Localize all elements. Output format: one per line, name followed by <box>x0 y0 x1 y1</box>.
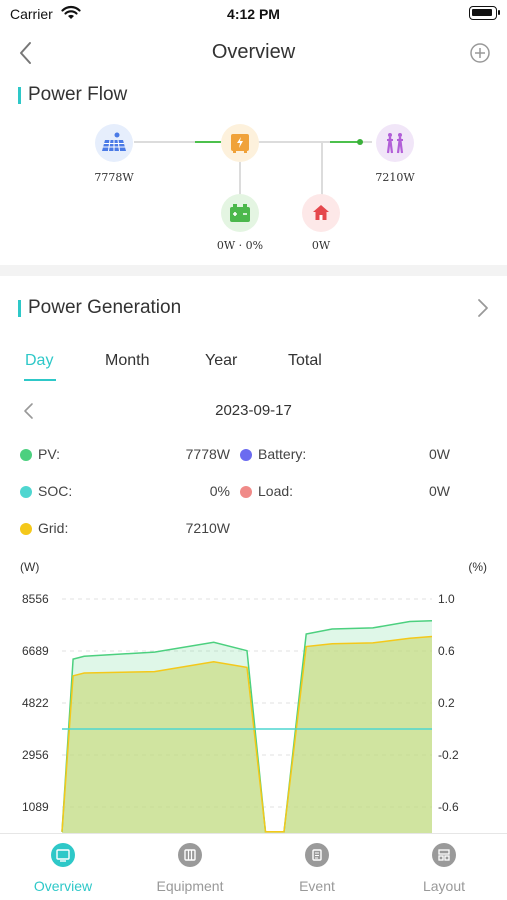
stat-label: PV: <box>38 446 61 462</box>
stat-label: Grid: <box>38 520 69 536</box>
y-tick-left: 6689 <box>22 644 49 658</box>
pv-value: 7778W <box>94 171 134 184</box>
stat-battery: Battery: 0W <box>240 446 450 464</box>
back-chevron-icon[interactable] <box>16 40 36 66</box>
stat-value: 7778W <box>185 446 230 462</box>
wifi-icon <box>61 5 81 19</box>
power-flow-title: Power Flow <box>18 84 127 106</box>
grid-value: 7210W <box>375 171 415 184</box>
stat-pv: PV: 7778W <box>20 446 230 464</box>
y-tick-right: 0.6 <box>438 644 455 658</box>
flow-pv-arrow <box>195 141 221 143</box>
layout-icon <box>432 843 456 867</box>
stat-value: 0% <box>209 483 230 499</box>
stat-value: 0W <box>429 446 450 462</box>
stat-label: Battery: <box>258 446 307 462</box>
y-axis-right-unit: (%) <box>468 560 487 574</box>
y-tick-left: 2956 <box>22 748 49 762</box>
flow-grid-arrow <box>330 141 360 143</box>
pv-node[interactable] <box>95 124 133 162</box>
stat-grid: Grid: 7210W <box>20 520 230 538</box>
tab-bar-label: Layout <box>422 878 466 894</box>
stat-load: Load: 0W <box>240 483 450 501</box>
equipment-icon <box>178 843 202 867</box>
tab-bar-layout[interactable]: Layout <box>381 834 507 900</box>
y-axis-left-unit: (W) <box>20 560 39 574</box>
y-tick-left: 4822 <box>22 696 49 710</box>
y-tick-right: -0.6 <box>438 800 459 814</box>
stat-label: SOC: <box>38 483 73 499</box>
grid-area <box>62 636 432 833</box>
battery-icon <box>469 6 500 20</box>
tab-day[interactable]: Day <box>25 352 54 369</box>
tab-bar-overview[interactable]: Overview <box>0 834 126 900</box>
y-tick-left: 8556 <box>22 592 49 606</box>
load-value: 0W <box>311 239 331 252</box>
tab-bar-label: Equipment <box>156 878 224 894</box>
status-bar: Carrier 4:12 PM <box>0 0 507 28</box>
battery-legend-dot <box>240 449 252 461</box>
load-legend-dot <box>240 486 252 498</box>
tab-bar-label: Event <box>299 878 335 894</box>
flow-grid-dot <box>357 139 363 145</box>
power-flow-diagram: 7778W 7210W 0W · 0% <box>0 110 507 260</box>
power-chart[interactable]: (W) (%) 8556 1.0 6689 0.6 4822 0.2 2956 -0.2 1089 -… <box>0 555 507 833</box>
chevron-right-icon[interactable] <box>477 298 489 318</box>
tab-year[interactable]: Year <box>205 352 238 369</box>
page-title: Overview <box>211 41 296 63</box>
event-icon <box>305 843 329 867</box>
stat-value: 7210W <box>185 520 230 536</box>
stat-label: Load: <box>258 483 294 499</box>
section-divider <box>0 265 507 276</box>
flow-load-line <box>321 142 323 200</box>
y-tick-right: -0.2 <box>438 748 459 762</box>
soc-legend-dot <box>20 486 32 498</box>
battery-node[interactable] <box>221 194 259 232</box>
y-tick-right: 1.0 <box>438 592 455 606</box>
inverter-node[interactable] <box>221 124 259 162</box>
stat-soc: SOC: 0% <box>20 483 230 501</box>
grid-line-series <box>61 635 433 833</box>
pv-legend-dot <box>20 449 32 461</box>
tab-total[interactable]: Total <box>288 352 322 369</box>
battery-value: 0W · 0% <box>216 239 264 252</box>
active-tab-indicator <box>24 379 56 381</box>
nav-header: Overview <box>0 30 507 76</box>
grid-legend-dot <box>20 523 32 535</box>
carrier-label: Carrier <box>10 6 53 22</box>
status-time: 4:12 PM <box>227 6 280 22</box>
stat-value: 0W <box>429 483 450 499</box>
tab-month[interactable]: Month <box>105 352 150 369</box>
tab-bar-equipment[interactable]: Equipment <box>127 834 253 900</box>
solar-panel-icon <box>102 132 126 152</box>
power-generation-title: Power Generation <box>18 297 181 319</box>
tab-bar-event[interactable]: Event <box>254 834 380 900</box>
inverter-icon <box>231 134 249 153</box>
grid-node[interactable] <box>376 124 414 162</box>
flow-battery-line <box>239 162 241 200</box>
tab-bar-label: Overview <box>33 878 93 894</box>
add-circle-icon[interactable] <box>469 42 491 64</box>
bottom-tab-bar: Overview Equipment Event Layout <box>0 833 507 900</box>
load-node[interactable] <box>302 194 340 232</box>
home-icon <box>313 205 329 220</box>
battery-storage-icon <box>230 204 250 222</box>
overview-icon <box>51 843 75 867</box>
y-tick-right: 0.2 <box>438 696 455 710</box>
selected-date: 2023-09-17 <box>215 402 292 419</box>
grid-tower-icon <box>386 133 404 154</box>
date-prev-chevron-icon[interactable] <box>22 402 36 420</box>
y-tick-left: 1089 <box>22 800 49 814</box>
